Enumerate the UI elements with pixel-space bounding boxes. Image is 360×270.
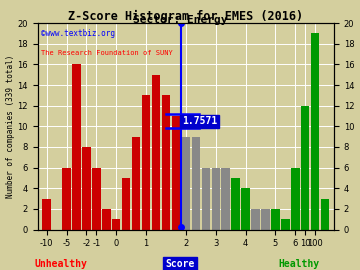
Bar (42, 198, 51, 230)
Text: Score: Score (165, 259, 195, 269)
Text: Sector: Energy: Sector: Energy (133, 15, 227, 25)
Bar (132, 137, 140, 230)
Bar (142, 95, 150, 230)
Bar (102, 209, 111, 230)
Bar (301, 106, 310, 230)
Bar (192, 137, 200, 230)
Bar (231, 178, 240, 230)
Text: ©www.textbiz.org: ©www.textbiz.org (41, 29, 114, 38)
Bar (291, 168, 300, 230)
Bar (241, 188, 250, 230)
Bar (251, 209, 260, 230)
Bar (172, 116, 180, 230)
Bar (271, 209, 280, 230)
Bar (311, 33, 319, 229)
Bar (202, 168, 210, 230)
Bar (152, 75, 160, 230)
Bar (82, 147, 91, 230)
Bar (112, 219, 121, 230)
Bar (281, 219, 289, 230)
Bar (261, 209, 270, 230)
Text: Unhealthy: Unhealthy (35, 259, 87, 269)
Bar (122, 178, 130, 230)
Text: Healthy: Healthy (278, 259, 319, 269)
Bar (162, 95, 170, 230)
Y-axis label: Number of companies (339 total): Number of companies (339 total) (5, 55, 14, 198)
Bar (72, 64, 81, 230)
Text: 1.7571: 1.7571 (182, 116, 217, 126)
Title: Z-Score Histogram for EMES (2016): Z-Score Histogram for EMES (2016) (68, 10, 303, 23)
Bar (221, 168, 230, 230)
Bar (321, 198, 329, 230)
Bar (212, 168, 220, 230)
Text: The Research Foundation of SUNY: The Research Foundation of SUNY (41, 50, 172, 56)
Bar (62, 168, 71, 230)
Bar (182, 137, 190, 230)
Bar (92, 168, 100, 230)
